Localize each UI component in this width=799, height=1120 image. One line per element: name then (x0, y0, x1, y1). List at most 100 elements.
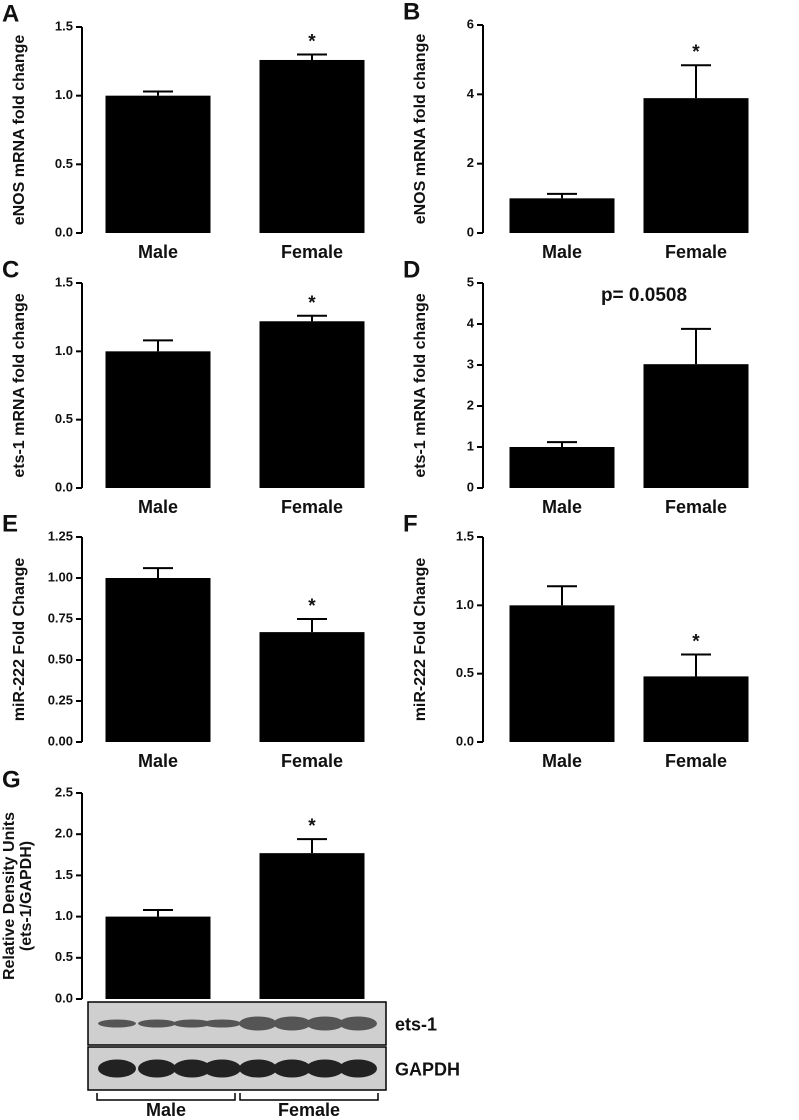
bar (259, 321, 365, 488)
y-tick-label: 0.75 (48, 610, 73, 625)
panel-letter: C (2, 256, 19, 283)
blot-band (203, 1059, 241, 1078)
bar (105, 916, 211, 999)
x-tick-label: Female (281, 751, 343, 771)
y-tick-label: 0.0 (456, 733, 474, 748)
x-tick-label: Female (665, 751, 727, 771)
y-tick-label: 1.00 (48, 569, 73, 584)
y-tick-label: 1.0 (456, 597, 474, 612)
panel-letter: F (403, 510, 418, 537)
x-tick-label: Male (138, 242, 178, 262)
x-tick-label: Male (138, 497, 178, 517)
blot-band (173, 1059, 211, 1078)
y-axis-label: Relative Density Units (1, 812, 18, 980)
bar (259, 632, 365, 742)
y-axis-label: (ets-1/GAPDH) (18, 841, 35, 951)
panel-letter: B (403, 0, 420, 25)
blot-band (339, 1016, 377, 1031)
x-tick-label: Male (542, 497, 582, 517)
x-tick-label: Female (665, 242, 727, 262)
y-tick-label: 1.25 (48, 528, 73, 543)
blot-band (339, 1059, 377, 1078)
bar (509, 605, 615, 742)
blot-band (273, 1016, 311, 1031)
y-tick-label: 0 (467, 479, 474, 494)
y-tick-label: 1.5 (456, 528, 474, 543)
bar (509, 447, 615, 488)
bar (509, 198, 615, 233)
y-axis-label: eNOS mRNA fold change (11, 35, 28, 226)
blot-band (239, 1016, 277, 1031)
y-tick-label: 3 (467, 356, 474, 371)
y-tick-label: 4 (467, 86, 475, 101)
annotation: * (692, 632, 700, 653)
y-axis-label: ets-1 mRNA fold change (11, 293, 28, 477)
y-tick-label: 0 (467, 224, 474, 239)
y-tick-label: 2.0 (55, 826, 73, 841)
bar (259, 853, 365, 999)
y-tick-label: 1 (467, 438, 474, 453)
group-bracket (239, 1093, 379, 1101)
blot-band (239, 1059, 277, 1078)
group-label: Male (146, 1100, 186, 1120)
y-axis-label: miR-222 Fold Change (412, 558, 429, 722)
y-tick-label: 1.0 (55, 87, 73, 102)
blot-band (138, 1059, 176, 1078)
y-axis-label: miR-222 Fold Change (11, 558, 28, 722)
y-tick-label: 0.5 (55, 949, 73, 964)
annotation: p= 0.0508 (601, 285, 687, 306)
blot-band (306, 1016, 344, 1031)
panel-letter: A (2, 0, 19, 27)
blot-band (306, 1059, 344, 1078)
bar (105, 578, 211, 742)
y-tick-label: 2 (467, 155, 474, 170)
y-tick-label: 5 (467, 274, 474, 289)
y-tick-label: 0.0 (55, 224, 73, 239)
y-tick-label: 2.5 (55, 784, 73, 799)
annotation: * (308, 293, 316, 314)
blot-band (273, 1059, 311, 1078)
group-bracket (96, 1093, 236, 1101)
y-tick-label: 1.5 (55, 274, 73, 289)
y-tick-label: 0.25 (48, 692, 73, 707)
y-tick-label: 1.5 (55, 18, 73, 33)
y-tick-label: 1.5 (55, 867, 73, 882)
y-tick-label: 0.00 (48, 733, 73, 748)
y-tick-label: 2 (467, 397, 474, 412)
annotation: * (692, 42, 700, 63)
y-tick-label: 0.0 (55, 479, 73, 494)
bar (105, 351, 211, 488)
x-tick-label: Male (138, 751, 178, 771)
panel-letter: G (2, 766, 21, 793)
bar (643, 676, 749, 742)
bar (105, 95, 211, 234)
x-tick-label: Female (281, 242, 343, 262)
bar (643, 98, 749, 233)
group-label: Female (278, 1100, 340, 1120)
y-tick-label: 0.50 (48, 651, 73, 666)
annotation: * (308, 596, 316, 617)
blot-band (138, 1019, 176, 1028)
y-tick-label: 1.0 (55, 908, 73, 923)
annotation: * (308, 31, 316, 52)
y-tick-label: 1.0 (55, 343, 73, 358)
bar (643, 364, 749, 488)
y-axis-label: eNOS mRNA fold change (412, 34, 429, 225)
y-axis-label: ets-1 mRNA fold change (412, 293, 429, 477)
x-tick-label: Female (665, 497, 727, 517)
blot-label: GAPDH (395, 1059, 460, 1079)
x-tick-label: Male (542, 751, 582, 771)
y-tick-label: 6 (467, 16, 474, 31)
panel-letter: D (403, 256, 420, 283)
bar (259, 59, 365, 234)
x-tick-label: Female (281, 497, 343, 517)
blot-label: ets-1 (395, 1014, 437, 1034)
blot-band (98, 1019, 136, 1028)
panel-letter: E (2, 510, 18, 537)
annotation: * (308, 816, 316, 837)
y-tick-label: 0.5 (55, 411, 73, 426)
blot-band (173, 1019, 211, 1028)
y-tick-label: 4 (467, 315, 475, 330)
